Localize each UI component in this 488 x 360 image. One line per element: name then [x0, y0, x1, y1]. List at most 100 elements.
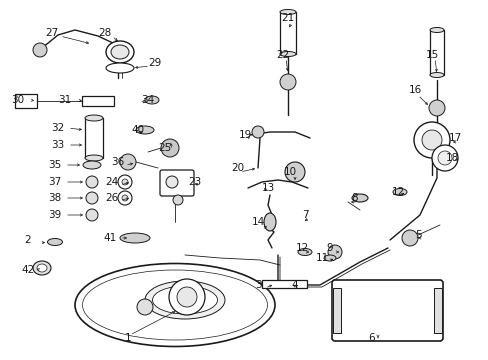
- Circle shape: [173, 195, 183, 205]
- Circle shape: [431, 145, 457, 171]
- Circle shape: [86, 192, 98, 204]
- Ellipse shape: [120, 233, 150, 243]
- Ellipse shape: [75, 264, 274, 346]
- Text: 10: 10: [283, 167, 296, 177]
- Ellipse shape: [264, 213, 275, 231]
- Text: 18: 18: [445, 153, 458, 163]
- Circle shape: [285, 162, 305, 182]
- Circle shape: [161, 139, 179, 157]
- Text: 39: 39: [48, 210, 61, 220]
- Circle shape: [137, 299, 153, 315]
- Ellipse shape: [83, 161, 101, 169]
- Text: 32: 32: [51, 123, 64, 133]
- Circle shape: [428, 100, 444, 116]
- Ellipse shape: [324, 255, 335, 261]
- Circle shape: [177, 287, 197, 307]
- Text: 12: 12: [295, 243, 308, 253]
- Text: 16: 16: [407, 85, 421, 95]
- Ellipse shape: [85, 155, 103, 161]
- Ellipse shape: [145, 96, 159, 104]
- Text: 2: 2: [24, 235, 31, 245]
- Text: 31: 31: [58, 95, 71, 105]
- Ellipse shape: [106, 63, 134, 73]
- Circle shape: [122, 195, 128, 201]
- Text: 14: 14: [251, 217, 264, 227]
- Ellipse shape: [392, 189, 406, 195]
- Ellipse shape: [106, 41, 134, 63]
- Bar: [85, 118, 103, 158]
- Text: 38: 38: [48, 193, 61, 203]
- Ellipse shape: [145, 281, 224, 319]
- Bar: [82, 96, 114, 106]
- Text: 9: 9: [326, 243, 333, 253]
- Text: 24: 24: [105, 177, 119, 187]
- Bar: [262, 280, 306, 288]
- Ellipse shape: [47, 238, 62, 246]
- Ellipse shape: [429, 27, 443, 32]
- Ellipse shape: [33, 261, 51, 275]
- Text: 36: 36: [111, 157, 124, 167]
- Ellipse shape: [111, 45, 129, 59]
- Bar: [15, 94, 37, 108]
- Text: 3: 3: [254, 280, 261, 290]
- Text: 30: 30: [11, 95, 24, 105]
- Text: 6: 6: [368, 333, 375, 343]
- Bar: [332, 288, 340, 333]
- Circle shape: [86, 209, 98, 221]
- Circle shape: [327, 245, 341, 259]
- Ellipse shape: [85, 115, 103, 121]
- Text: 1: 1: [124, 333, 131, 343]
- Text: 17: 17: [447, 133, 461, 143]
- Text: 27: 27: [45, 28, 59, 38]
- Circle shape: [251, 126, 264, 138]
- Circle shape: [122, 179, 128, 185]
- Text: 15: 15: [425, 50, 438, 60]
- Circle shape: [413, 122, 449, 158]
- FancyBboxPatch shape: [160, 170, 194, 196]
- Text: 29: 29: [148, 58, 162, 68]
- Text: 21: 21: [281, 13, 294, 23]
- Text: 28: 28: [98, 28, 111, 38]
- Bar: [429, 30, 443, 75]
- FancyBboxPatch shape: [331, 280, 442, 341]
- Circle shape: [118, 175, 132, 189]
- Ellipse shape: [37, 264, 47, 272]
- Text: 5: 5: [414, 230, 421, 240]
- Ellipse shape: [351, 194, 367, 202]
- Circle shape: [169, 279, 204, 315]
- Circle shape: [401, 230, 417, 246]
- Circle shape: [33, 43, 47, 57]
- Text: 4: 4: [291, 280, 298, 290]
- Text: 34: 34: [141, 95, 154, 105]
- Ellipse shape: [280, 9, 295, 14]
- Circle shape: [437, 151, 451, 165]
- Ellipse shape: [136, 126, 154, 134]
- Text: 20: 20: [231, 163, 244, 173]
- Text: 33: 33: [51, 140, 64, 150]
- Ellipse shape: [280, 51, 295, 57]
- Circle shape: [118, 191, 132, 205]
- Text: 26: 26: [105, 193, 119, 203]
- Text: 11: 11: [315, 253, 328, 263]
- Text: 37: 37: [48, 177, 61, 187]
- Text: 25: 25: [158, 143, 171, 153]
- Text: 35: 35: [48, 160, 61, 170]
- Text: 8: 8: [351, 193, 358, 203]
- Ellipse shape: [152, 286, 217, 314]
- Text: 23: 23: [188, 177, 201, 187]
- Circle shape: [120, 154, 136, 170]
- Text: 42: 42: [21, 265, 35, 275]
- Text: 13: 13: [261, 183, 274, 193]
- Circle shape: [280, 74, 295, 90]
- Ellipse shape: [297, 248, 311, 256]
- Ellipse shape: [82, 270, 267, 340]
- Bar: [280, 12, 295, 54]
- Circle shape: [86, 176, 98, 188]
- Text: 19: 19: [238, 130, 251, 140]
- Circle shape: [421, 130, 441, 150]
- Ellipse shape: [429, 72, 443, 77]
- Circle shape: [165, 176, 178, 188]
- Text: 22: 22: [276, 50, 289, 60]
- Text: 41: 41: [103, 233, 116, 243]
- Text: 7: 7: [301, 210, 307, 220]
